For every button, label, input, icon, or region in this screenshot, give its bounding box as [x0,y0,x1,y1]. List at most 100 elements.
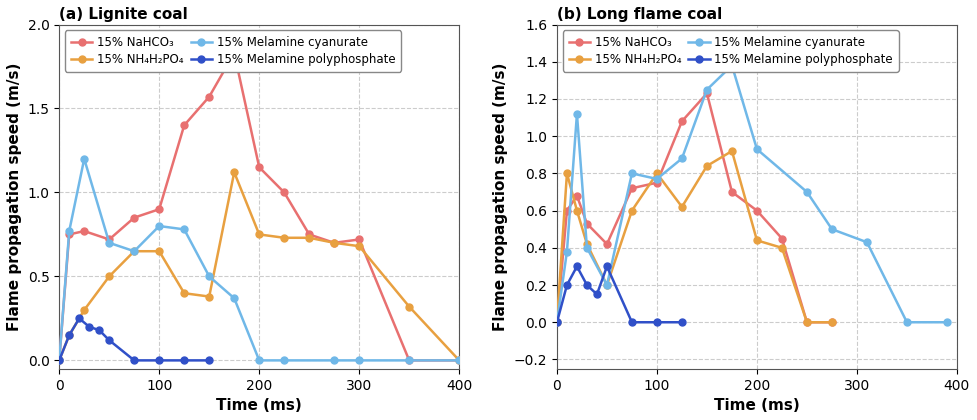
Legend: 15% NaHCO₃, 15% NH₄H₂PO₄, 15% Melamine cyanurate, 15% Melamine polyphosphate: 15% NaHCO₃, 15% NH₄H₂PO₄, 15% Melamine c… [563,30,899,72]
15% NaHCO₃ [78,228,90,234]
15% Melamine cyanurate [827,227,838,232]
15% NH₄H₂PO₄ [128,249,140,254]
15% Melamine polyphosphate [561,283,573,288]
15% Melamine cyanurate [626,171,638,176]
15% Melamine cyanurate [328,358,340,363]
15% NH₄H₂PO₄ [179,291,191,296]
15% Melamine polyphosphate [73,316,85,321]
15% Melamine cyanurate [404,358,415,363]
15% NaHCO₃ [128,215,140,220]
15% NH₄H₂PO₄ [328,240,340,245]
15% NH₄H₂PO₄ [104,274,115,279]
15% NH₄H₂PO₄ [581,241,593,247]
15% Melamine cyanurate [651,176,662,181]
15% Melamine polyphosphate [54,358,65,363]
Y-axis label: Flame propagation speed (m/s): Flame propagation speed (m/s) [493,63,508,331]
15% Melamine polyphosphate [591,292,603,297]
15% Melamine cyanurate [551,320,563,325]
15% Melamine cyanurate [572,111,583,116]
15% NaHCO₃ [404,358,415,363]
15% Melamine polyphosphate [626,320,638,325]
15% Melamine cyanurate [751,147,763,152]
15% NaHCO₃ [561,208,573,213]
15% Melamine polyphosphate [64,333,75,338]
15% NH₄H₂PO₄ [601,283,613,288]
15% NaHCO₃ [801,320,813,325]
15% Melamine cyanurate [901,320,913,325]
15% NH₄H₂PO₄ [827,320,838,325]
15% NH₄H₂PO₄ [404,304,415,309]
15% Melamine cyanurate [561,249,573,254]
X-axis label: Time (ms): Time (ms) [714,398,800,413]
15% Melamine cyanurate [941,320,953,325]
15% NaHCO₃ [726,189,738,194]
15% Melamine cyanurate [676,156,688,161]
Line: 15% NH₄H₂PO₄: 15% NH₄H₂PO₄ [554,147,835,326]
15% Melamine polyphosphate [83,324,95,329]
15% Melamine cyanurate [601,283,613,288]
Text: (a) Lignite coal: (a) Lignite coal [60,7,188,22]
15% NaHCO₃ [776,236,787,241]
15% NaHCO₃ [153,207,165,212]
15% Melamine cyanurate [278,358,290,363]
15% Melamine cyanurate [453,358,465,363]
15% NH₄H₂PO₄ [572,208,583,213]
15% NaHCO₃ [354,237,365,242]
Line: 15% NH₄H₂PO₄: 15% NH₄H₂PO₄ [56,169,463,364]
15% NH₄H₂PO₄ [253,232,265,237]
15% NH₄H₂PO₄ [801,320,813,325]
Line: 15% NaHCO₃: 15% NaHCO₃ [554,90,835,326]
Y-axis label: Flame propagation speed (m/s): Flame propagation speed (m/s) [7,63,21,331]
15% NaHCO₃ [676,119,688,124]
15% Melamine polyphosphate [203,358,215,363]
15% Melamine cyanurate [179,227,191,232]
15% NaHCO₃ [827,320,838,325]
15% Melamine cyanurate [581,245,593,250]
15% NaHCO₃ [179,123,191,128]
15% NH₄H₂PO₄ [751,238,763,243]
15% Melamine polyphosphate [179,358,191,363]
15% NH₄H₂PO₄ [726,149,738,154]
15% Melamine polyphosphate [128,358,140,363]
15% NH₄H₂PO₄ [54,358,65,363]
15% NH₄H₂PO₄ [64,333,75,338]
15% Melamine cyanurate [726,63,738,68]
15% Melamine cyanurate [104,240,115,245]
15% Melamine polyphosphate [104,338,115,343]
X-axis label: Time (ms): Time (ms) [216,398,302,413]
15% NH₄H₂PO₄ [278,235,290,240]
Line: 15% Melamine polyphosphate: 15% Melamine polyphosphate [554,263,686,326]
15% NH₄H₂PO₄ [701,163,713,168]
15% Melamine polyphosphate [551,320,563,325]
15% NaHCO₃ [701,91,713,96]
15% NaHCO₃ [581,221,593,226]
15% Melamine cyanurate [203,274,215,279]
Line: 15% Melamine cyanurate: 15% Melamine cyanurate [56,155,463,364]
15% NH₄H₂PO₄ [153,249,165,254]
15% NaHCO₃ [64,232,75,237]
15% Melamine cyanurate [153,223,165,228]
Legend: 15% NaHCO₃, 15% NH₄H₂PO₄, 15% Melamine cyanurate, 15% Melamine polyphosphate: 15% NaHCO₃, 15% NH₄H₂PO₄, 15% Melamine c… [65,30,402,72]
15% NaHCO₃ [572,193,583,198]
15% Melamine polyphosphate [601,264,613,269]
15% NH₄H₂PO₄ [354,244,365,249]
15% Melamine cyanurate [54,358,65,363]
15% NH₄H₂PO₄ [303,235,315,240]
15% NaHCO₃ [54,358,65,363]
15% NH₄H₂PO₄ [776,245,787,250]
15% NH₄H₂PO₄ [78,307,90,312]
15% Melamine cyanurate [801,189,813,194]
Line: 15% NaHCO₃: 15% NaHCO₃ [56,50,463,364]
15% NaHCO₃ [278,190,290,195]
15% Melamine cyanurate [128,249,140,254]
15% Melamine polyphosphate [676,320,688,325]
15% NH₄H₂PO₄ [551,320,563,325]
15% Melamine polyphosphate [581,283,593,288]
15% NaHCO₃ [229,50,240,55]
15% Melamine polyphosphate [153,358,165,363]
15% NaHCO₃ [303,232,315,237]
15% NH₄H₂PO₄ [676,205,688,210]
15% NH₄H₂PO₄ [651,171,662,176]
15% NaHCO₃ [551,320,563,325]
15% Melamine cyanurate [229,296,240,301]
